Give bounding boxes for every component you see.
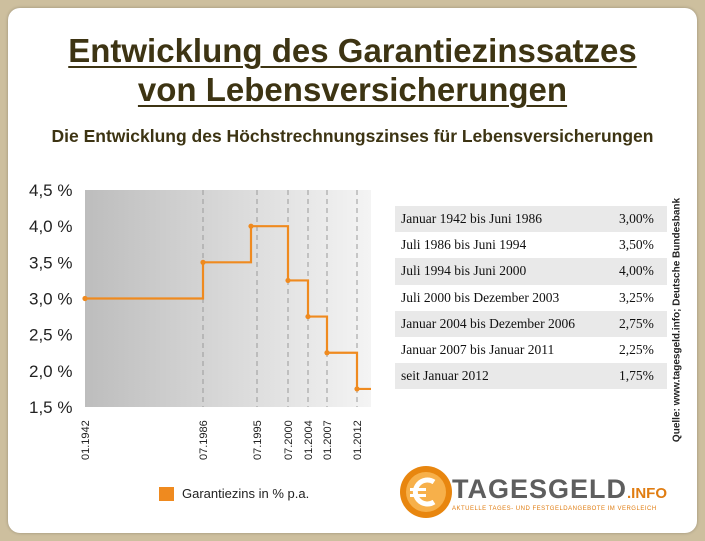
data-point bbox=[285, 277, 291, 284]
rate-cell: 3,25% bbox=[619, 289, 654, 305]
rates-table-row: seit Januar 2012 1,75% bbox=[395, 363, 667, 390]
data-point bbox=[248, 223, 254, 229]
y-tick-label: 2,5 % bbox=[29, 326, 72, 345]
rates-table-row: Januar 2007 bis Januar 2011 2,25% bbox=[395, 337, 667, 363]
logo-wordmark: TAGESGELD.INFO bbox=[452, 474, 667, 505]
data-point bbox=[324, 350, 330, 356]
period-cell: Januar 1942 bis Juni 1986 bbox=[395, 206, 611, 233]
legend: Garantiezins in % p.a. bbox=[159, 486, 309, 501]
period-cell: Januar 2004 bis Dezember 2006 bbox=[395, 310, 611, 337]
x-tick-label: 01.1942 bbox=[80, 420, 92, 460]
rates-table-row: Januar 1942 bis Juni 1986 3,00% bbox=[395, 206, 667, 233]
rates-table-row: Juli 2000 bis Dezember 2003 3,25% bbox=[395, 285, 667, 311]
period-cell: Januar 2007 bis Januar 2011 bbox=[401, 342, 555, 358]
y-tick-label: 2,0 % bbox=[29, 362, 72, 381]
rates-table-row: Juli 1994 bis Juni 2000 4,00% bbox=[395, 258, 667, 285]
rate-cell: 3,00% bbox=[611, 206, 667, 233]
x-tick-label: 07.1986 bbox=[198, 420, 210, 460]
logo-tagline: AKTUELLE TAGES- UND FESTGELDANGEBOTE IM … bbox=[452, 506, 657, 512]
source-text: Quelle: www.tagesgeld.info; Deutsche Bun… bbox=[671, 197, 683, 443]
period-cell: Juli 1986 bis Juni 1994 bbox=[401, 237, 527, 253]
rate-cell: 2,75% bbox=[611, 310, 667, 337]
logo-ext: .INFO bbox=[627, 485, 668, 502]
rate-cell: 2,25% bbox=[619, 342, 654, 358]
rates-table-row: Juli 1986 bis Juni 1994 3,50% bbox=[395, 232, 667, 258]
x-axis-ticks: 01.1942 07.1986 07.1995 07.2000 01.2004 01.20… bbox=[80, 420, 364, 460]
rate-cell: 4,00% bbox=[611, 258, 667, 285]
euro-coin-logo-icon bbox=[400, 466, 452, 518]
period-cell: Juli 1994 bis Juni 2000 bbox=[395, 258, 611, 285]
x-tick-label: 01.2012 bbox=[352, 420, 364, 460]
series-line bbox=[85, 225, 371, 391]
rates-table: Januar 1942 bis Juni 1986 3,00% Juli 1986 … bbox=[395, 206, 667, 390]
rate-cell: 1,75% bbox=[611, 363, 667, 390]
chart-title-line1: Entwicklung des Garantiezinssatzes bbox=[68, 32, 637, 69]
y-tick-label: 4,5 % bbox=[29, 181, 72, 200]
logo-name: TAGESGELD bbox=[452, 474, 628, 504]
y-tick-label: 4,0 % bbox=[29, 217, 72, 236]
chart-subtitle: Die Entwicklung des Höchstrechnungszinse… bbox=[51, 126, 654, 146]
data-point bbox=[305, 313, 311, 320]
x-tick-label: 07.2000 bbox=[283, 420, 295, 460]
chart-title-line2: von Lebensversicherungen bbox=[137, 71, 568, 108]
data-point bbox=[354, 386, 360, 392]
x-tick-label: 01.2004 bbox=[303, 420, 315, 460]
y-tick-label: 3,5 % bbox=[29, 253, 72, 272]
period-cell: seit Januar 2012 bbox=[395, 363, 611, 390]
data-point bbox=[200, 259, 206, 265]
x-tick-label: 07.1995 bbox=[252, 420, 264, 460]
period-cell: Juli 2000 bis Dezember 2003 bbox=[401, 289, 560, 305]
rates-table-row: Januar 2004 bis Dezember 2006 2,75% bbox=[395, 310, 667, 337]
y-tick-label: 3,0 % bbox=[29, 290, 72, 309]
series-garantiezins bbox=[82, 223, 371, 392]
y-axis-ticks: 1,5 % 2,0 % 2,5 % 3,0 % 3,5 % 4,0 % 4,5 % bbox=[29, 181, 72, 417]
legend-label: Garantiezins in % p.a. bbox=[182, 486, 310, 501]
data-point bbox=[82, 295, 88, 302]
y-tick-label: 1,5 % bbox=[29, 398, 72, 417]
rate-cell: 3,50% bbox=[619, 237, 654, 253]
legend-swatch bbox=[159, 486, 174, 501]
x-tick-label: 01.2007 bbox=[322, 420, 334, 460]
